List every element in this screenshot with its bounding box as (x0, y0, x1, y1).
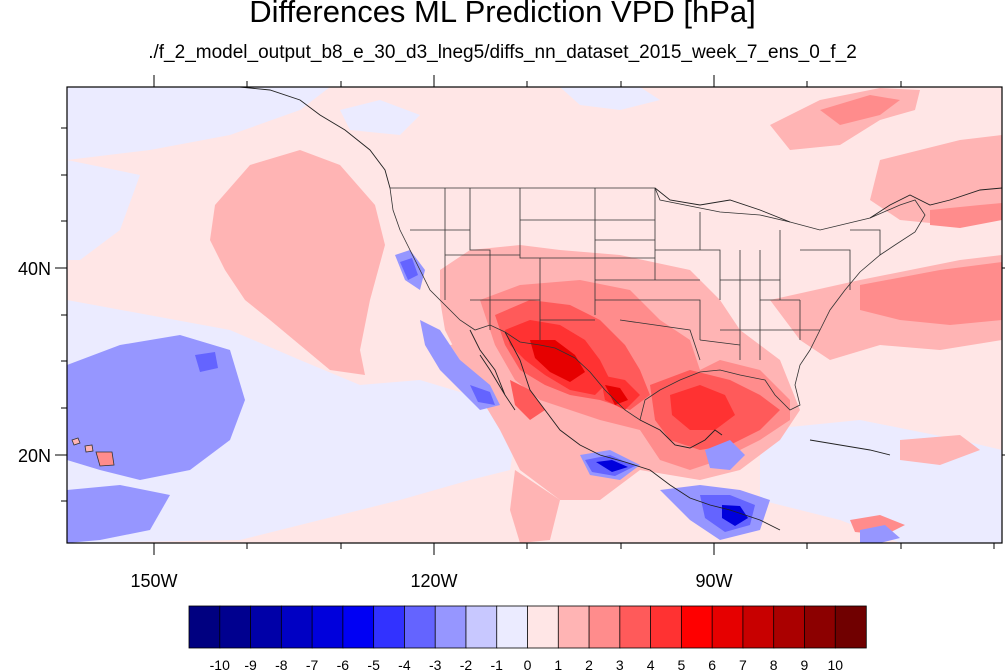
lat-label-20n: 20N (18, 446, 51, 466)
extreme-positive-regions (530, 340, 628, 405)
colorbar-label: -6 (337, 657, 350, 672)
vpd-difference-field (67, 87, 1002, 543)
latitude-labels: 40N 20N (18, 259, 51, 466)
colorbar-swatch (496, 605, 529, 649)
colorbar-label: 7 (739, 657, 747, 672)
strong-negative-regions (596, 460, 748, 526)
colorbar-swatch (773, 605, 806, 649)
colorbar-swatch (588, 605, 621, 649)
colorbar-swatch (834, 605, 867, 649)
colorbar-label: -9 (244, 657, 257, 672)
colorbar-label: -3 (429, 657, 442, 672)
colorbar-swatch (619, 605, 652, 649)
colorbar-swatch (711, 605, 744, 649)
colorbar-label: -4 (398, 657, 411, 672)
colorbar-label: 9 (801, 657, 809, 672)
state-boundaries (389, 187, 926, 421)
colorbar-swatch (373, 605, 406, 649)
colorbar-swatch (680, 605, 713, 649)
colorbar-swatch (342, 605, 375, 649)
colorbar-swatch (250, 605, 283, 649)
colorbar-swatch (465, 605, 498, 649)
colorbar-swatch (188, 605, 221, 649)
hawaii-islands (71, 437, 115, 467)
longitude-labels: 150W 120W 90W (130, 571, 732, 591)
colorbar-label: 6 (708, 657, 716, 672)
colorbar-label: -8 (275, 657, 288, 672)
colorbar-swatch (404, 605, 436, 649)
colorbar-swatch (311, 605, 344, 649)
colorbar-swatch (219, 605, 252, 649)
colorbar-label: 8 (770, 657, 778, 672)
lon-label-150w: 150W (130, 571, 177, 591)
colorbar-swatch (650, 605, 683, 649)
colorbar-label: -7 (306, 657, 319, 672)
lat-label-40n: 40N (18, 259, 51, 279)
colorbar-swatch (742, 605, 775, 649)
axis-ticks (55, 75, 1005, 555)
colorbar-label: 4 (647, 657, 655, 672)
coastlines (239, 87, 1002, 531)
colorbar-label: 1 (554, 657, 562, 672)
colorbar-label: -10 (210, 657, 230, 672)
colorbar-label: 0 (524, 657, 532, 672)
colorbar-swatch (804, 605, 836, 649)
map-subtitle: ./f_2_model_output_b8_e_30_d3_lneg5/diff… (148, 42, 857, 63)
colorbar: -10 -9 -8 -7 -6 -5 -4 -3 -2 -1 0 1 2 3 4 5 6 7 8 9 10 (188, 605, 867, 672)
colorbar-label: -1 (491, 657, 504, 672)
colorbar-label: 5 (677, 657, 685, 672)
lon-label-120w: 120W (410, 571, 457, 591)
colorbar-label: -5 (367, 657, 380, 672)
colorbar-swatch (557, 605, 590, 649)
colorbar-swatch (527, 605, 559, 649)
colorbar-swatch (280, 605, 313, 649)
lon-label-90w: 90W (695, 571, 732, 591)
map-title: Differences ML Prediction VPD [hPa] (249, 0, 756, 29)
colorbar-swatch (434, 605, 467, 649)
colorbar-label: 3 (616, 657, 624, 672)
colorbar-label: 2 (585, 657, 593, 672)
colorbar-label: 10 (827, 657, 843, 672)
colorbar-label: -2 (460, 657, 473, 672)
